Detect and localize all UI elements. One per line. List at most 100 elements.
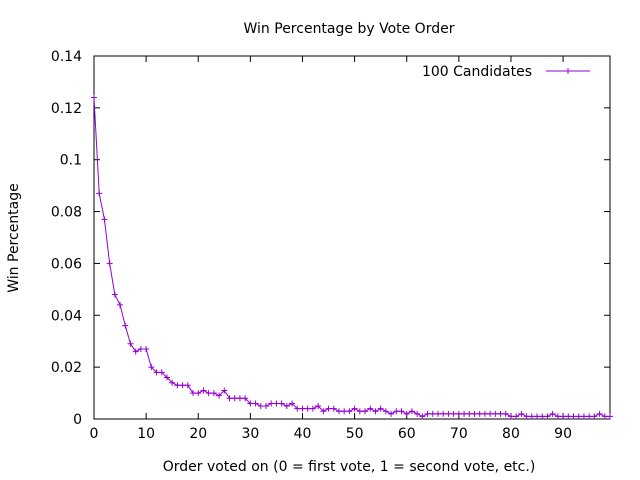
axis-ticks: 0 0.02 0.04 0.06 0.08 0.1 0.12 0.14 0 10 20 30 40 50 6… xyxy=(51,49,610,442)
data-point xyxy=(429,410,436,417)
data-point xyxy=(435,410,441,417)
data-point xyxy=(388,410,395,417)
data-point xyxy=(414,410,421,417)
data-point xyxy=(289,400,296,407)
data-point xyxy=(455,410,462,417)
data-point xyxy=(200,387,207,394)
x-tick-label: 90 xyxy=(554,426,572,442)
data-point xyxy=(106,260,113,267)
x-tick-label: 50 xyxy=(346,426,364,442)
data-point xyxy=(596,410,603,417)
data-point xyxy=(377,405,384,412)
x-tick-label: 40 xyxy=(294,426,312,442)
data-point xyxy=(476,410,483,417)
data-point xyxy=(335,408,342,415)
data-point xyxy=(591,413,598,420)
data-point xyxy=(247,400,254,407)
data-point xyxy=(445,410,452,417)
x-tick-label: 60 xyxy=(398,426,416,442)
data-point xyxy=(231,395,238,402)
data-point xyxy=(96,190,103,197)
legend: 100 Candidates xyxy=(422,64,590,80)
y-tick-label: 0.02 xyxy=(51,360,82,376)
data-point xyxy=(299,405,306,412)
data-point xyxy=(408,408,415,415)
y-tick-label: 0.06 xyxy=(51,256,82,272)
data-point xyxy=(330,405,337,412)
data-point xyxy=(586,413,593,420)
data-point xyxy=(148,364,155,371)
data-point xyxy=(346,408,353,415)
data-point xyxy=(278,400,285,407)
data-point xyxy=(534,413,541,420)
legend-marker-plus xyxy=(565,68,571,74)
x-tick-label: 10 xyxy=(137,426,155,442)
data-point xyxy=(179,382,186,389)
chart-title: Win Percentage by Vote Order xyxy=(244,21,455,37)
data-point xyxy=(544,413,551,420)
data-point xyxy=(403,410,410,417)
data-point xyxy=(127,340,134,347)
y-tick-label: 0.14 xyxy=(51,49,82,65)
y-tick-label: 0.04 xyxy=(51,308,82,324)
x-tick-label: 80 xyxy=(502,426,520,442)
data-point xyxy=(153,369,160,376)
data-point xyxy=(466,410,473,417)
data-point xyxy=(440,410,447,417)
data-point xyxy=(367,405,374,412)
data-point xyxy=(184,382,191,389)
x-tick-label: 70 xyxy=(450,426,468,442)
y-tick-label: 0 xyxy=(73,412,82,428)
data-point xyxy=(513,413,520,420)
x-tick-label: 30 xyxy=(241,426,259,442)
data-point xyxy=(580,413,587,420)
data-point xyxy=(507,413,514,420)
y-tick-label: 0.1 xyxy=(60,153,82,169)
y-axis-label: Win Percentage xyxy=(6,183,22,293)
data-point xyxy=(122,322,129,329)
data-point xyxy=(137,345,144,352)
data-point xyxy=(450,410,457,417)
data-point xyxy=(362,408,369,415)
data-point xyxy=(101,216,108,223)
data-point xyxy=(236,395,243,402)
data-point xyxy=(304,405,311,412)
data-point xyxy=(309,405,316,412)
data-point xyxy=(523,413,530,420)
data-point xyxy=(487,410,494,417)
data-point xyxy=(117,301,124,308)
data-point xyxy=(111,291,118,298)
data-point xyxy=(601,413,608,420)
data-point xyxy=(143,345,150,352)
legend-label: 100 Candidates xyxy=(422,64,532,80)
data-point xyxy=(565,413,572,420)
data-point xyxy=(607,413,613,420)
x-axis-label: Order voted on (0 = first vote, 1 = seco… xyxy=(163,459,536,475)
data-point xyxy=(190,390,197,397)
data-point xyxy=(518,410,525,417)
data-point xyxy=(356,408,363,415)
data-point xyxy=(575,413,582,420)
data-point xyxy=(257,403,264,410)
data-point xyxy=(419,413,426,420)
data-point xyxy=(263,403,269,410)
data-point xyxy=(325,405,332,412)
y-tick-label: 0.12 xyxy=(51,101,82,117)
y-tick-label: 0.08 xyxy=(51,205,82,221)
data-point xyxy=(294,405,301,412)
data-point xyxy=(158,369,165,376)
series-line xyxy=(93,97,610,417)
data-point xyxy=(91,94,97,101)
x-tick-label: 20 xyxy=(189,426,207,442)
data-point xyxy=(226,395,233,402)
data-point xyxy=(195,390,202,397)
data-point xyxy=(471,410,478,417)
data-point xyxy=(554,413,561,420)
data-point xyxy=(205,390,212,397)
data-point xyxy=(492,410,499,417)
x-tick-label: 0 xyxy=(90,426,99,442)
data-point xyxy=(132,348,139,355)
data-point xyxy=(461,410,468,417)
data-point xyxy=(393,408,400,415)
